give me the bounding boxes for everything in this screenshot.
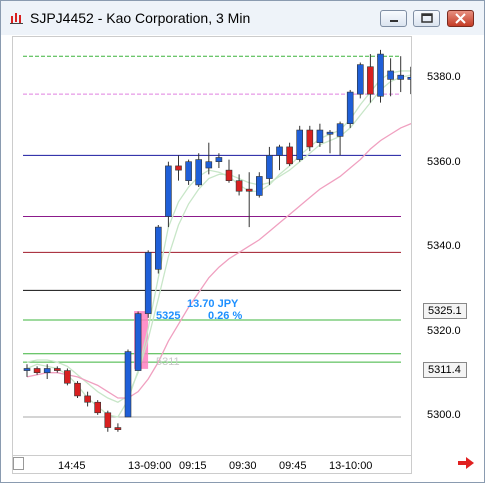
bullish-candle xyxy=(23,368,31,371)
bullish-candle xyxy=(266,155,273,179)
bearish-candle xyxy=(53,368,61,371)
time-label: 13-10:00 xyxy=(329,460,373,472)
bullish-candle xyxy=(387,70,394,80)
bullish-candle xyxy=(276,146,283,156)
chart-app-icon xyxy=(10,13,23,24)
bullish-candle xyxy=(346,91,354,125)
bullish-candle xyxy=(397,74,405,80)
bullish-candle xyxy=(296,129,304,160)
title-bar[interactable]: SJPJ4452 - Kao Corporation, 3 Min xyxy=(1,1,484,35)
bearish-candle xyxy=(286,146,293,165)
close-button[interactable] xyxy=(447,10,474,27)
bearish-candle xyxy=(84,395,91,403)
bearish-candle xyxy=(104,412,112,428)
bullish-candle xyxy=(326,131,334,135)
bullish-candle xyxy=(205,161,213,169)
bearish-candle xyxy=(94,401,101,414)
minimize-button[interactable] xyxy=(380,10,407,27)
bullish-candle xyxy=(134,313,142,371)
bullish-candle xyxy=(124,351,132,418)
price-box-last: 5311.4 xyxy=(423,362,467,378)
bullish-candle xyxy=(336,123,344,137)
measure-start-price: 5311 xyxy=(156,356,180,368)
price-axis-label: 5300.0 xyxy=(427,409,461,421)
bullish-candle xyxy=(43,368,51,373)
bearish-candle xyxy=(175,165,182,171)
maximize-icon xyxy=(421,13,433,23)
bearish-candle xyxy=(33,368,41,373)
chart-plot-area[interactable] xyxy=(12,36,425,456)
scroll-right-arrow-icon[interactable] xyxy=(456,455,476,471)
price-box-measure: 5325.1 xyxy=(423,303,467,319)
price-axis-label: 5340.0 xyxy=(427,240,461,253)
bullish-candle xyxy=(185,161,192,181)
price-axis-label: 5360.0 xyxy=(427,155,461,168)
time-label: 14:45 xyxy=(58,460,86,472)
bullish-candle xyxy=(144,252,152,314)
bearish-candle xyxy=(74,382,81,397)
bullish-candle xyxy=(256,176,263,196)
bearish-candle xyxy=(367,66,374,95)
time-label: 09:15 xyxy=(179,460,207,472)
bearish-candle xyxy=(114,427,122,430)
time-label: 13-09:00 xyxy=(128,460,172,472)
bearish-candle xyxy=(306,129,314,148)
close-icon xyxy=(455,13,466,24)
bullish-candle xyxy=(215,157,223,162)
moving-average-line xyxy=(26,118,422,399)
time-label: 09:30 xyxy=(229,460,257,472)
bearish-candle xyxy=(225,169,233,181)
moving-average-line xyxy=(26,74,421,403)
bullish-candle xyxy=(316,129,324,144)
candlestick-chart[interactable] xyxy=(13,37,425,455)
time-axis xyxy=(12,456,412,474)
bullish-candle xyxy=(356,64,364,95)
measure-percent: 0.26 % xyxy=(208,310,243,322)
time-label: 09:45 xyxy=(279,460,307,472)
minimize-icon xyxy=(390,20,398,22)
maximize-button[interactable] xyxy=(413,10,440,27)
time-axis-scroll-box[interactable] xyxy=(13,457,24,470)
window-title: SJPJ4452 - Kao Corporation, 3 Min xyxy=(30,10,251,26)
moving-average-line xyxy=(26,70,422,418)
price-axis-label: 5320.0 xyxy=(427,324,461,337)
measure-change: 13.70 JPY xyxy=(187,298,239,310)
measure-price: 5325 xyxy=(156,310,181,322)
bearish-candle xyxy=(64,370,71,384)
bullish-candle xyxy=(165,165,172,217)
bullish-candle xyxy=(407,76,415,80)
price-axis-label: 5380.0 xyxy=(427,71,461,84)
bullish-candle xyxy=(155,226,162,270)
bearish-candle xyxy=(245,188,253,192)
bearish-candle xyxy=(235,180,243,192)
bullish-candle xyxy=(195,159,202,186)
bullish-candle xyxy=(377,53,384,97)
